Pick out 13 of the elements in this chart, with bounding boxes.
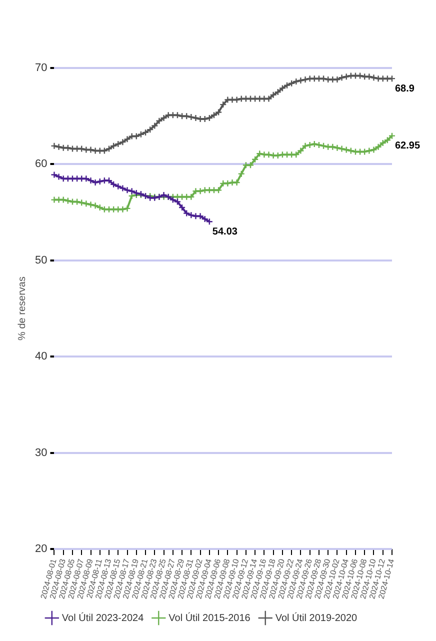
annotation: 62.95 [395,140,420,152]
y-axis-title: % de reservas [16,276,28,340]
annotation: 68.9 [395,83,415,94]
y-tick-label: 70 [34,62,48,74]
legend-label: Vol Útil 2023-2024 [62,612,144,624]
legend-label: Vol Útil 2015-2016 [168,612,251,624]
y-tick-label: 60 [34,158,48,170]
y-tick-label: 50 [34,254,48,266]
y-tick-label: 30 [34,446,48,459]
annotation: 54.03 [212,226,238,238]
y-tick-label: 40 [34,350,48,363]
y-tick-label: 20 [34,543,48,556]
legend-label: Vol Útil 2019-2020 [275,612,358,624]
